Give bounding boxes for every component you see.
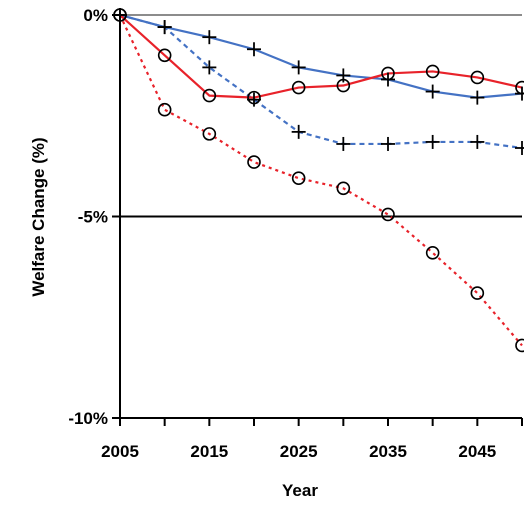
series-2-point-7 [425, 134, 440, 149]
series-2-point-2 [202, 60, 217, 75]
x-tick-label-3: 2035 [369, 442, 407, 461]
y-tick-label-1: -5% [78, 208, 108, 227]
series-0-point-7 [425, 84, 440, 99]
x-tick-label-4: 2045 [458, 442, 496, 461]
series-2-point-3 [247, 92, 261, 107]
series-0-point-2 [202, 30, 217, 45]
y-axis-title: Welfare Change (%) [29, 137, 48, 296]
series-1-point-7 [425, 64, 440, 79]
series-2-point-6 [381, 136, 395, 151]
x-tick-label-2: 2025 [280, 442, 318, 461]
series-2-point-9 [515, 140, 524, 155]
series-1-point-8 [470, 70, 485, 85]
series-2-point-5 [336, 136, 351, 151]
series-line-3 [119, 14, 523, 347]
series-3-point-3 [247, 155, 261, 169]
series-3-point-9 [515, 338, 524, 353]
y-tick-label-2: -10% [68, 409, 108, 428]
series-3-point-5 [336, 181, 351, 196]
series-1-point-1 [157, 48, 172, 63]
series-3-point-7 [425, 245, 440, 260]
series-1-point-2 [202, 88, 217, 103]
series-1-point-6 [381, 66, 395, 81]
series-1-point-4 [291, 80, 306, 95]
plot-area [120, 14, 522, 218]
series-1-point-5 [336, 78, 351, 93]
series-3-point-8 [470, 286, 485, 300]
x-tick-label-1: 2015 [190, 442, 228, 461]
series-2-point-8 [470, 134, 485, 149]
x-tick-label-0: 2005 [101, 442, 139, 461]
series-0-point-5 [336, 68, 351, 83]
series-line-1 [119, 14, 523, 99]
series-line-2 [119, 13, 523, 150]
series-line-0 [119, 13, 523, 99]
series-1-point-9 [515, 80, 524, 95]
y-tick-label-0: 0% [83, 6, 108, 25]
series-0-point-8 [470, 90, 485, 105]
series-2-point-4 [291, 124, 306, 139]
x-axis-title: Year [282, 481, 318, 500]
series-0-point-3 [247, 42, 261, 57]
series-3-point-1 [157, 102, 172, 117]
series-layer [113, 8, 524, 353]
series-3-point-2 [202, 127, 217, 141]
series-3-point-4 [291, 171, 306, 186]
series-3-point-6 [381, 207, 395, 222]
series-0-point-4 [291, 60, 306, 75]
axes: 0% -5% -10% 2005 2015 2025 2035 2045 [68, 6, 523, 461]
series-2-point-1 [157, 20, 172, 35]
